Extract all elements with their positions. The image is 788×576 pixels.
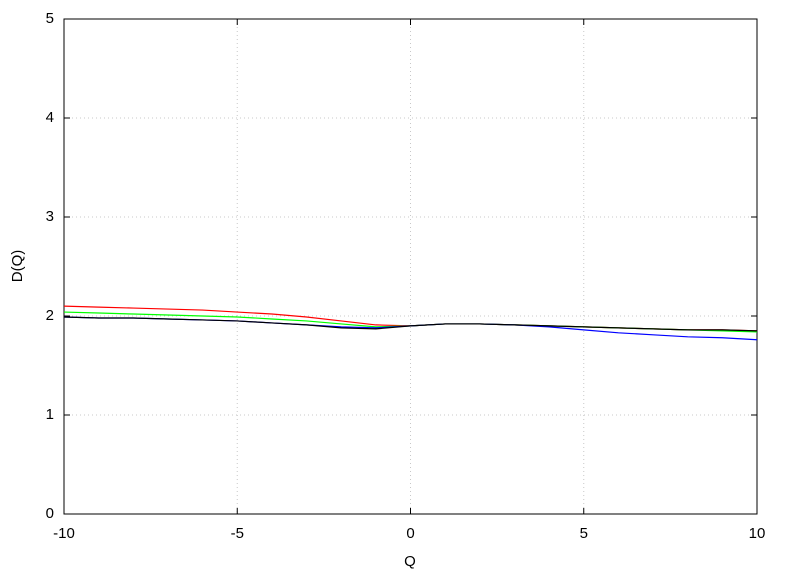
- x-tick-label: 0: [406, 525, 414, 542]
- x-tick-label: 10: [749, 525, 766, 542]
- x-tick-label: 5: [580, 525, 588, 542]
- y-tick-label: 1: [46, 406, 54, 423]
- y-axis-label: D(Q): [9, 250, 26, 283]
- plot-frame: [63, 18, 758, 515]
- x-axis-label: Q: [404, 553, 416, 570]
- y-tick-label: 3: [46, 208, 54, 225]
- y-tick-label: 5: [46, 10, 54, 27]
- x-tick-label: -10: [53, 525, 75, 542]
- y-tick-label: 4: [46, 109, 54, 126]
- y-tick-label: 2: [46, 307, 54, 324]
- x-tick-label: -5: [231, 525, 244, 542]
- y-tick-label: 0: [46, 505, 54, 522]
- line: [63, 316, 758, 332]
